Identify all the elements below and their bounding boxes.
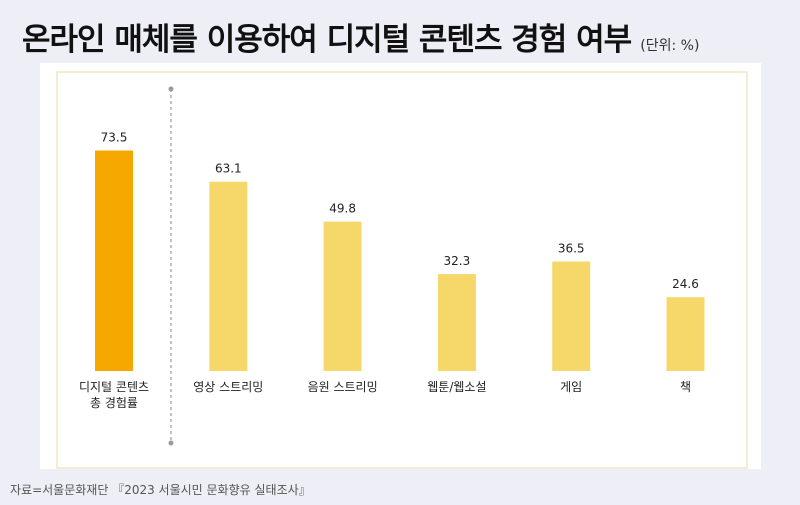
data-label-1: 73.5 (101, 131, 128, 145)
chart-title: 온라인 매체를 이용하여 디지털 콘텐츠 경험 여부 (단위: %) (22, 14, 699, 59)
bar-6 (666, 297, 705, 371)
source-note: 자료=서울문화재단 『2023 서울시민 문화향유 실태조사』 (10, 483, 311, 497)
category-label-5-1: 게임 (560, 380, 582, 394)
category-label-6-1: 책 (680, 379, 691, 394)
data-label-3: 49.8 (329, 202, 356, 216)
unit-label: (단위: %) (640, 38, 700, 54)
bar-5 (552, 261, 591, 371)
data-label-6: 24.6 (672, 277, 699, 291)
category-label-1-2: 총 경험률 (90, 396, 138, 410)
divider-dot-top (168, 86, 174, 92)
category-label-4-1: 웹툰/웹소설 (427, 380, 486, 394)
bar-3 (323, 221, 362, 371)
plot-frame (56, 71, 748, 469)
bar-1 (95, 150, 133, 371)
page-title: 온라인 매체를 이용하여 디지털 콘텐츠 경험 여부 (22, 22, 632, 58)
data-label-2: 63.1 (215, 162, 242, 176)
data-label-4: 32.3 (444, 254, 471, 268)
divider-dot-bottom (168, 440, 174, 446)
data-label-5: 36.5 (558, 242, 585, 256)
category-label-2-1: 영상 스트리밍 (193, 380, 263, 394)
bar-2 (209, 181, 248, 371)
bar-4 (437, 274, 476, 371)
category-label-3-1: 음원 스트리밍 (308, 380, 378, 394)
category-label-1-1: 디지털 콘텐츠 (79, 380, 149, 394)
